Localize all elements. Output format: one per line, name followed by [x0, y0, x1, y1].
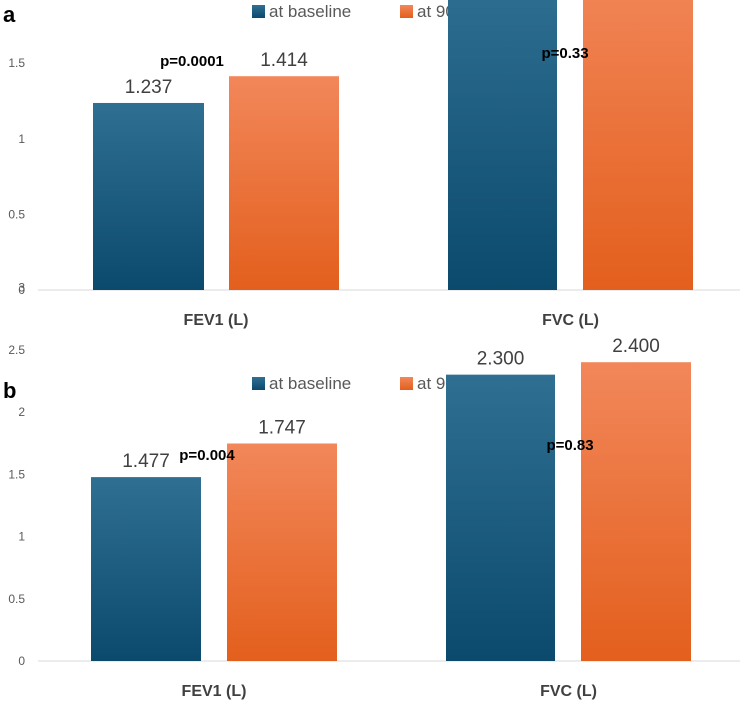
- y-tick-label: 0: [18, 654, 25, 668]
- panel-label: b: [3, 378, 16, 403]
- y-tick-label: 1: [18, 132, 25, 146]
- bar-fev1-baseline: [93, 102, 204, 290]
- legend-swatch-90-days: [400, 5, 413, 18]
- legend-label-baseline: at baseline: [269, 374, 351, 393]
- data-label: 1.747: [258, 417, 306, 438]
- data-label: 1.477: [122, 451, 170, 472]
- data-label: 1.414: [260, 50, 308, 71]
- legend-swatch-90-days: [400, 377, 413, 390]
- p-value-label: p=0.83: [546, 437, 593, 454]
- category-label: FEV1 (L): [182, 683, 247, 700]
- data-label: 2.300: [477, 349, 525, 370]
- p-value-label: p=0.0001: [160, 53, 224, 70]
- legend-label-baseline: at baseline: [269, 2, 351, 21]
- bar-fvc-baseline: [446, 374, 555, 661]
- bar-fvc-90-days: [581, 362, 691, 661]
- category-label: FVC (L): [542, 312, 599, 329]
- y-tick-label: 0: [18, 283, 25, 297]
- p-value-label: p=0.004: [179, 447, 235, 464]
- y-tick-label: 1: [18, 530, 25, 544]
- data-label: 1.237: [125, 77, 173, 98]
- y-tick-label: 3: [18, 281, 25, 295]
- p-value-label: p=0.33: [541, 45, 588, 62]
- legend-swatch-baseline: [252, 377, 265, 390]
- bar-fvc-baseline: [448, 0, 557, 291]
- y-tick-label: 1.5: [8, 56, 25, 70]
- bar-fev1-90-days: [229, 76, 339, 290]
- y-tick-label: 0.5: [8, 592, 25, 606]
- y-tick-label: 2.5: [8, 343, 25, 357]
- bar-fev1-baseline: [91, 477, 201, 661]
- category-label: FVC (L): [540, 683, 597, 700]
- category-label: FEV1 (L): [184, 312, 249, 329]
- y-tick-label: 0.5: [8, 207, 25, 221]
- bar-fvc-90-days: [583, 0, 693, 291]
- y-tick-label: 2: [18, 405, 25, 419]
- data-label: 2.400: [612, 336, 660, 357]
- bar-fev1-90-days: [227, 443, 337, 661]
- panel-label: a: [3, 2, 16, 27]
- y-tick-label: 1.5: [8, 467, 25, 481]
- legend-swatch-baseline: [252, 5, 265, 18]
